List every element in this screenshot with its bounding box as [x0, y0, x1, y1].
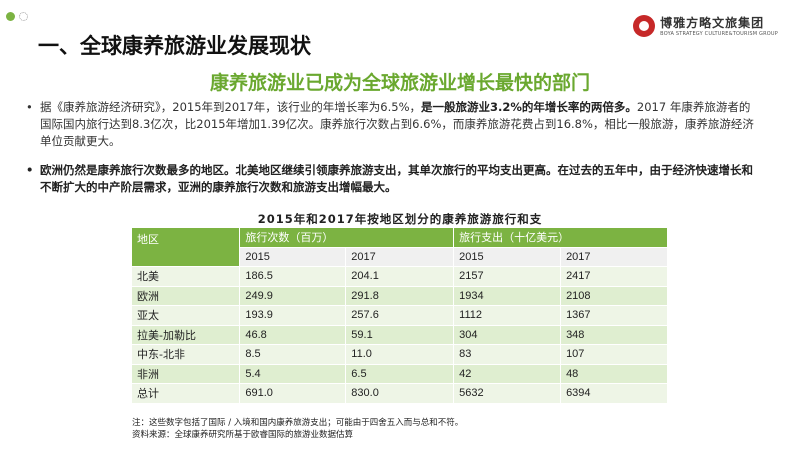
value-cell: 249.9	[239, 286, 347, 306]
year-header: 2017	[560, 247, 668, 267]
source-text: 资料来源：全球康养研究所基于欧睿国际的旅游业数据估算	[132, 430, 354, 440]
bullet-icon: •	[26, 100, 33, 114]
region-cell: 总计	[132, 383, 241, 404]
value-cell: 83	[453, 344, 562, 365]
value-cell: 6394	[560, 383, 668, 404]
value-cell: 1934	[453, 286, 562, 306]
value-cell: 2157	[453, 266, 562, 287]
paragraph-2-text: 欧洲仍然是康养旅行次数最多的地区。北美地区继续引领康养旅游支出，其单次旅行的平均…	[40, 163, 753, 194]
region-cell: 欧洲	[132, 286, 241, 306]
paragraph-1: • 据《康养旅游经济研究》，2015年到2017年，该行业的年增长率为6.5%，…	[26, 99, 760, 150]
table-notes: 注：这些数字包括了国际 / 入境和国内康养旅游支出；可能由于四舍五入而与总和不符…	[132, 417, 463, 441]
value-cell: 1112	[453, 305, 562, 326]
header-trips: 旅行次数（百万）	[239, 228, 455, 248]
value-cell: 193.9	[239, 305, 347, 326]
decor-dots	[6, 12, 28, 21]
value-cell: 2417	[560, 266, 668, 287]
note-text: 注：这些数字包括了国际 / 入境和国内康养旅游支出；可能由于四舍五入而与总和不符…	[132, 418, 464, 428]
company-logo: 博雅方略文旅集团 BOYA STRATEGY CULTURE&TOURISM G…	[633, 14, 778, 37]
table-row: 亚太 193.9 257.6 1112 1367	[132, 305, 668, 326]
year-header: 2015	[239, 247, 347, 267]
year-header: 2015	[453, 247, 562, 267]
value-cell: 11.0	[345, 344, 455, 365]
region-cell: 拉美-加勒比	[132, 325, 241, 345]
value-cell: 830.0	[345, 383, 455, 404]
logo-mark-icon	[633, 14, 656, 37]
value-cell: 291.8	[345, 286, 455, 306]
table-row: 北美 186.5 204.1 2157 2417	[132, 266, 668, 287]
value-cell: 46.8	[239, 325, 347, 345]
value-cell: 691.0	[239, 383, 347, 404]
value-cell: 2108	[560, 286, 668, 306]
green-dot-icon	[6, 12, 15, 21]
value-cell: 5.4	[239, 364, 347, 384]
value-cell: 1367	[560, 305, 668, 326]
value-cell: 48	[560, 364, 668, 384]
region-cell: 非洲	[132, 364, 241, 384]
table-title: 2015年和2017年按地区划分的康养旅游旅行和支	[257, 212, 543, 226]
table-row: 中东-北非 8.5 11.0 83 107	[132, 344, 668, 365]
paragraph-1-rest: 2017 年康养旅游者的国际国内旅行达到8.3亿次，比2015年增加1.39亿次…	[40, 100, 754, 148]
year-header: 2017	[345, 247, 455, 267]
value-cell: 59.1	[345, 325, 455, 345]
value-cell: 304	[453, 325, 562, 345]
header-region: 地区	[132, 228, 241, 267]
page-title: 一、全球康养旅游业发展现状	[38, 34, 311, 58]
region-table: 地区 旅行次数（百万） 旅行支出（十亿美元） 2015 2017 2015 20…	[132, 228, 668, 404]
bullet-icon: •	[26, 163, 34, 177]
logo-name-cn: 博雅方略文旅集团	[660, 16, 765, 30]
value-cell: 348	[560, 325, 668, 345]
value-cell: 6.5	[345, 364, 455, 384]
value-cell: 257.6	[345, 305, 455, 326]
section-subtitle: 康养旅游业已成为全球旅游业增长最快的部门	[209, 72, 590, 94]
region-cell: 中东-北非	[132, 344, 241, 365]
region-cell: 北美	[132, 266, 241, 287]
paragraph-1-bold: 是一般旅游业3.2%的年增长率的两倍多。	[421, 100, 637, 114]
value-cell: 186.5	[239, 266, 347, 287]
table-row: 总计 691.0 830.0 5632 6394	[132, 383, 668, 404]
value-cell: 8.5	[239, 344, 347, 365]
table-row: 拉美-加勒比 46.8 59.1 304 348	[132, 325, 668, 345]
table-row: 非洲 5.4 6.5 42 48	[132, 364, 668, 384]
value-cell: 107	[560, 344, 668, 365]
region-cell: 亚太	[132, 305, 241, 326]
value-cell: 5632	[453, 383, 562, 404]
paragraph-2: • 欧洲仍然是康养旅行次数最多的地区。北美地区继续引领康养旅游支出，其单次旅行的…	[26, 162, 760, 196]
logo-name-en: BOYA STRATEGY CULTURE&TOURISM GROUP	[660, 31, 778, 37]
paragraph-1-lead: 据《康养旅游经济研究》，2015年到2017年，该行业的年增长率为6.5%，	[40, 100, 421, 114]
dotted-circle-icon	[19, 12, 28, 21]
value-cell: 42	[453, 364, 562, 384]
value-cell: 204.1	[345, 266, 455, 287]
table-row: 欧洲 249.9 291.8 1934 2108	[132, 286, 668, 306]
header-spending: 旅行支出（十亿美元）	[453, 228, 668, 248]
